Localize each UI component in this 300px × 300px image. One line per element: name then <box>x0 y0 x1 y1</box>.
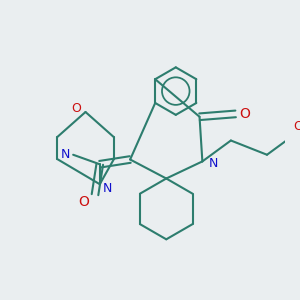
Text: N: N <box>61 148 70 161</box>
Text: O: O <box>240 107 250 121</box>
Text: O: O <box>293 120 300 133</box>
Text: O: O <box>71 102 81 115</box>
Text: N: N <box>103 182 112 196</box>
Text: O: O <box>78 195 89 209</box>
Text: N: N <box>209 157 218 170</box>
